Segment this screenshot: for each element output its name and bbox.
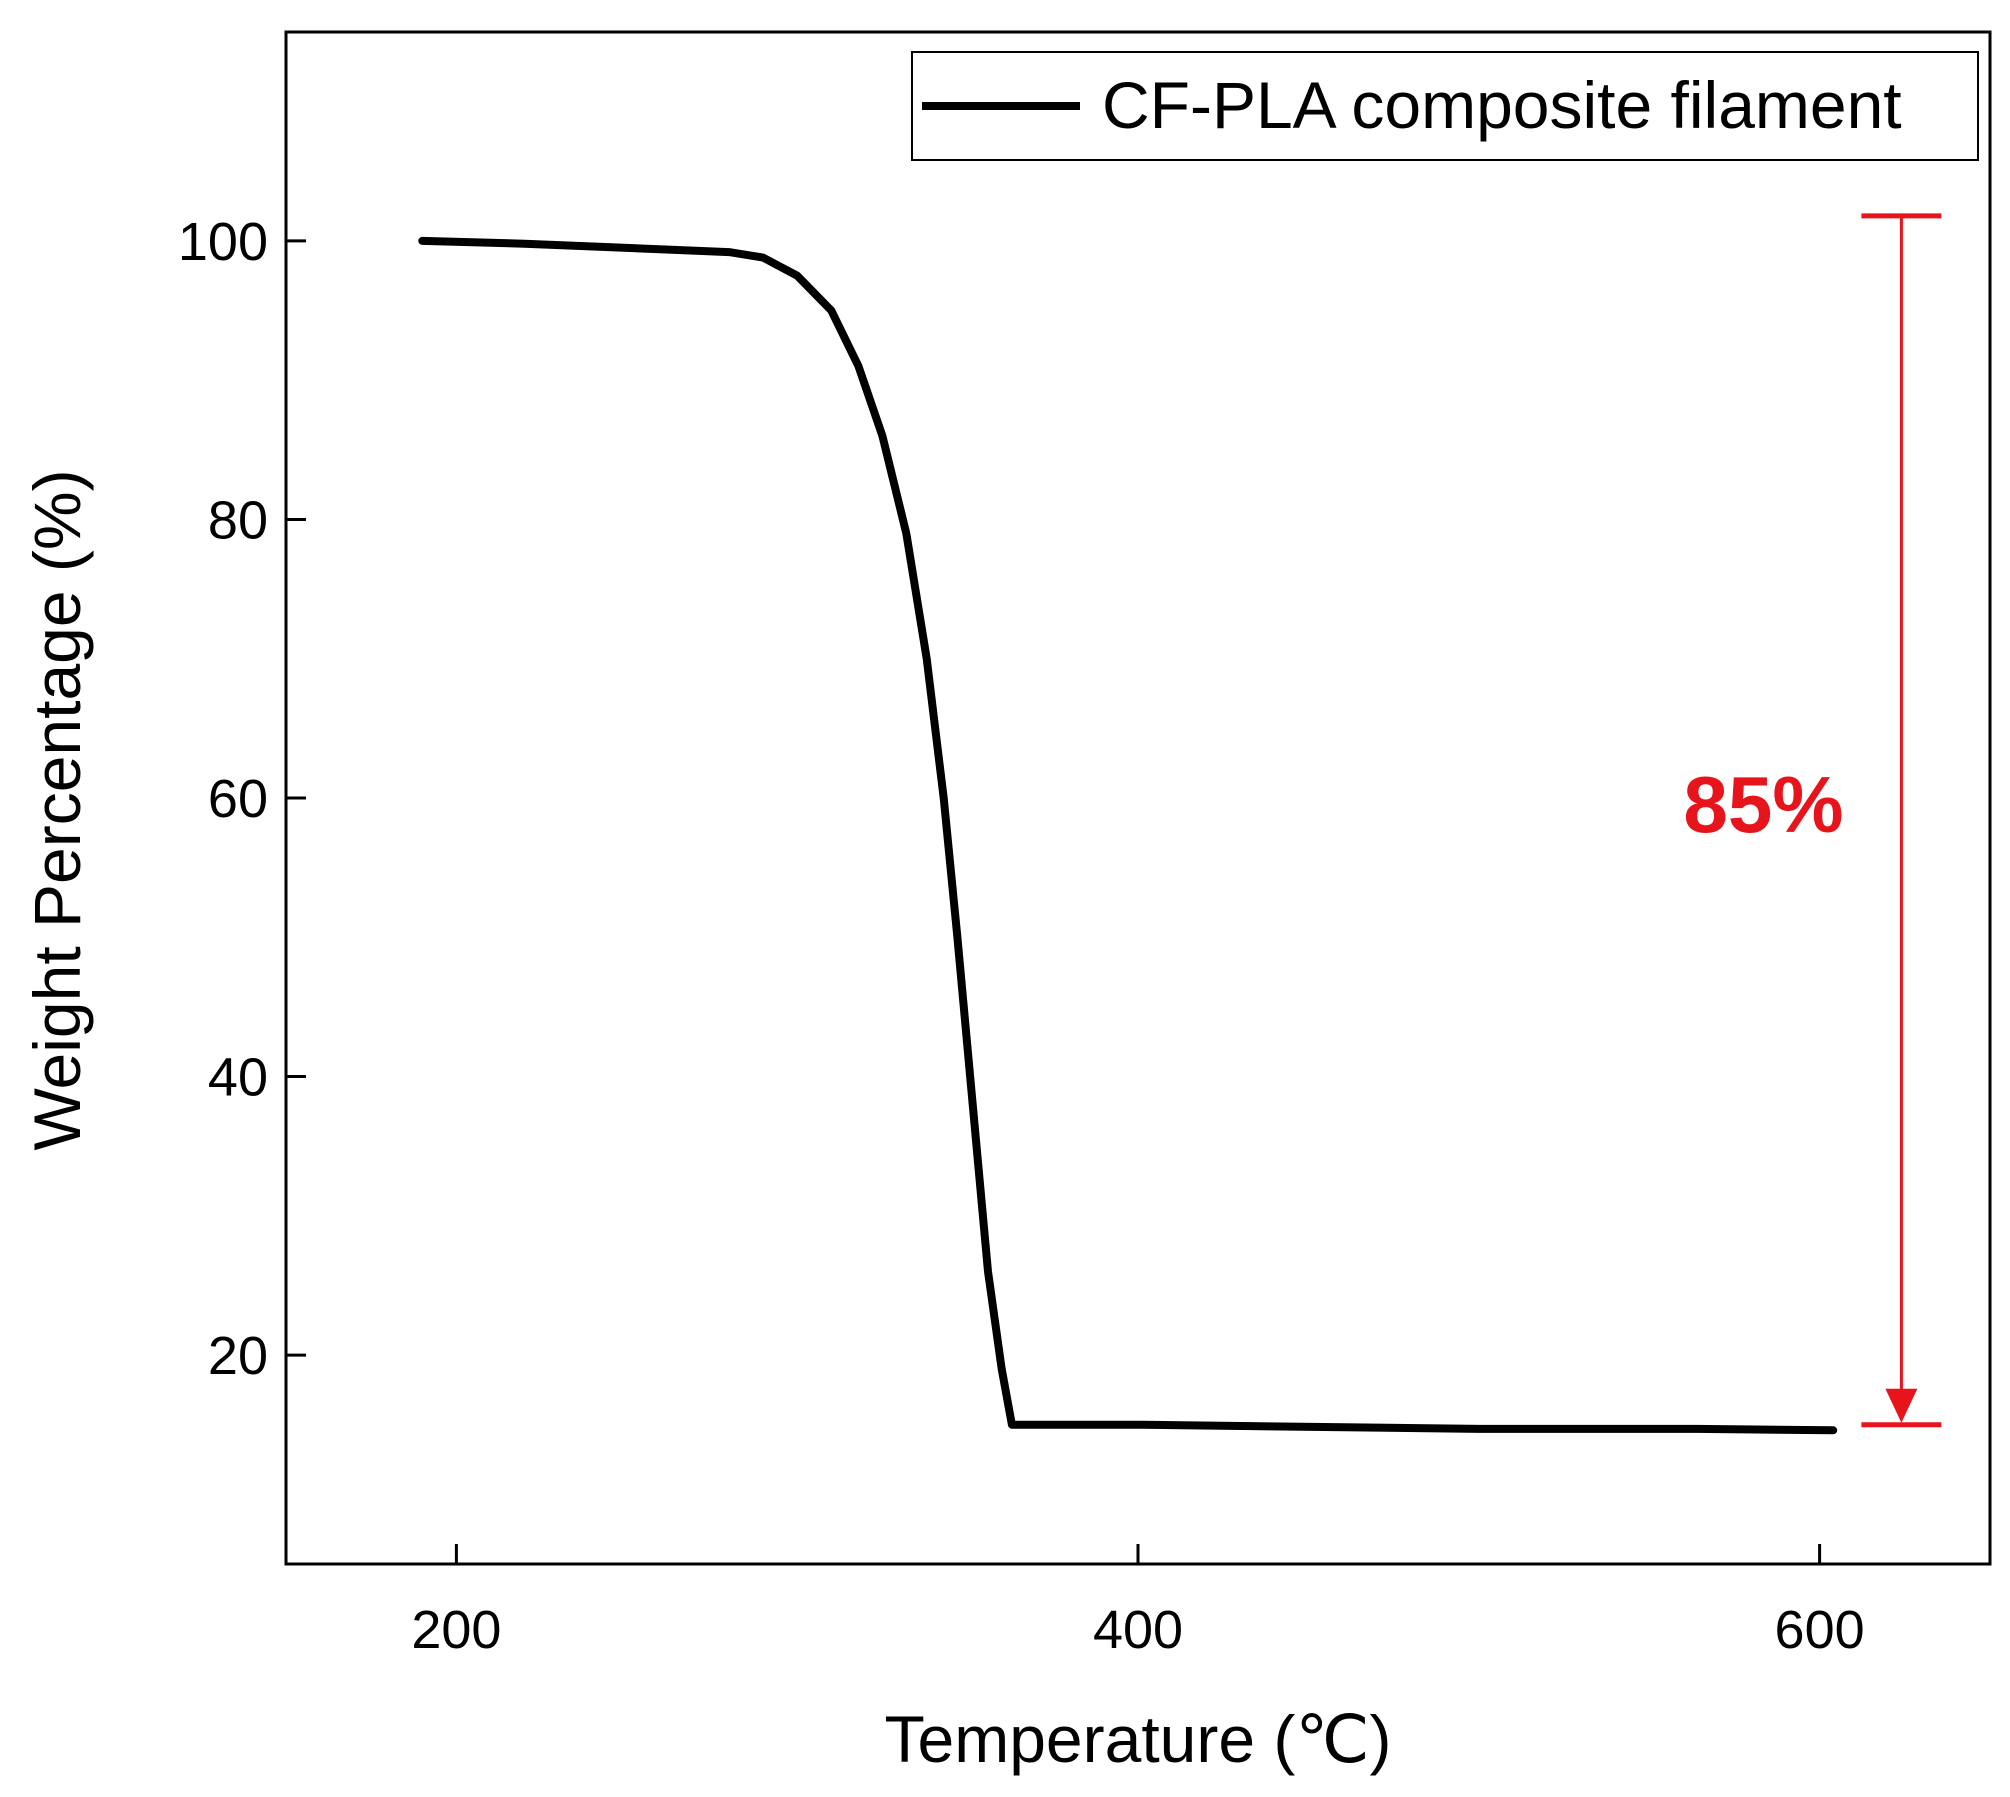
series-layer bbox=[418, 236, 1838, 1435]
annotation-layer: 85% bbox=[1683, 213, 1942, 1428]
x-axis-title: Temperature (℃) bbox=[885, 1702, 1392, 1776]
x-tick-label: 200 bbox=[411, 1600, 501, 1660]
x-tick-label: 400 bbox=[1093, 1600, 1183, 1660]
x-axis-ticks: 200 400 600 bbox=[411, 1544, 1865, 1660]
annotation-arrow-head bbox=[1885, 1388, 1918, 1423]
y-tick-label: 100 bbox=[178, 212, 268, 272]
legend-box bbox=[911, 51, 1979, 161]
legend-entry-label: CF-PLA composite filament bbox=[1102, 68, 1902, 142]
x-tick-label: 600 bbox=[1775, 1600, 1865, 1660]
y-tick-label: 20 bbox=[208, 1326, 268, 1386]
series-line bbox=[418, 236, 1838, 1435]
y-axis-ticks: 20 40 60 80 100 bbox=[178, 212, 306, 1386]
y-axis-title: Weight Percentage (%) bbox=[20, 469, 94, 1150]
legend: CF-PLA composite filament bbox=[911, 51, 1979, 161]
annotation-label: 85% bbox=[1683, 760, 1843, 849]
y-tick-label: 40 bbox=[208, 1048, 268, 1108]
y-tick-label: 80 bbox=[208, 490, 268, 550]
y-tick-label: 60 bbox=[208, 769, 268, 829]
